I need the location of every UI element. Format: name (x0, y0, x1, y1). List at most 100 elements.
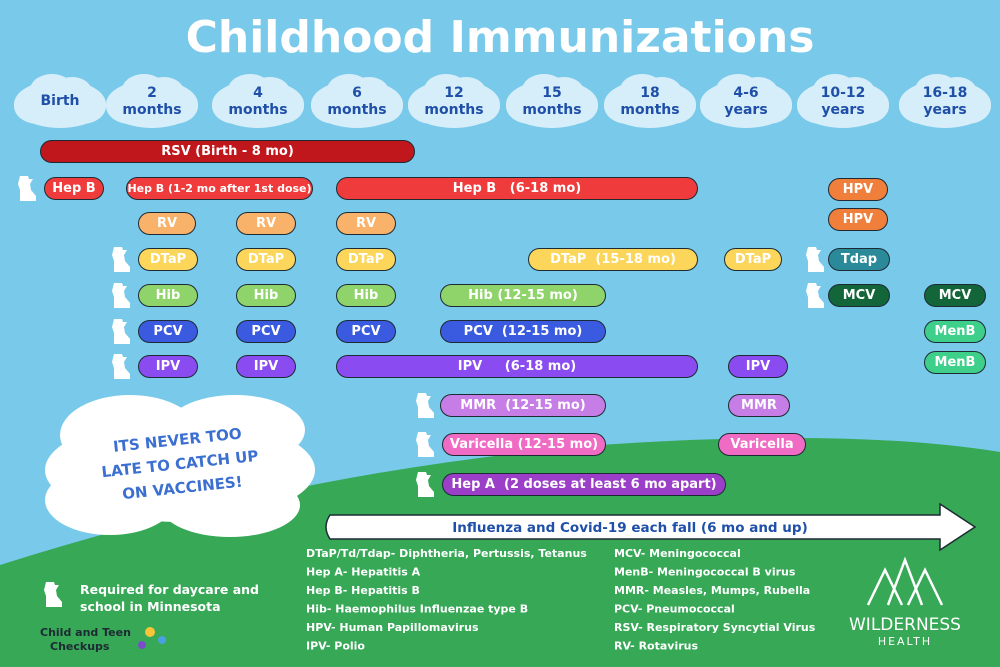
vaccine-pill: DTaP (15-18 mo) (528, 248, 698, 271)
vaccine-pill: DTaP (336, 248, 396, 271)
legend-item: Hep A- Hepatitis A (306, 566, 421, 579)
vaccine-pill: DTaP (724, 248, 782, 271)
cloud-part (349, 77, 389, 107)
checkups-logo: Checkups (50, 640, 110, 653)
vaccine-pill: Hib (236, 284, 296, 307)
legend-item: MenB- Meningococcal B virus (614, 566, 796, 579)
age-label: 4-6 (733, 85, 758, 101)
cloud-part (937, 77, 977, 107)
vaccine-pill: IPV (728, 355, 788, 378)
age-label: 6 (352, 85, 362, 101)
vaccine-pill: Hep B (44, 177, 104, 200)
vaccine-pill: IPV (138, 355, 198, 378)
age-label: months (522, 102, 581, 118)
vaccine-pill: IPV (236, 355, 296, 378)
legend-item: RSV- Respiratory Syncytial Virus (614, 621, 816, 634)
wilderness-icon (866, 556, 944, 606)
hill (0, 437, 1000, 667)
required-note: Required for daycare and (80, 582, 259, 597)
vaccine-pill: Hep B (1-2 mo after 1st dose) (126, 177, 313, 200)
vaccine-pill: Varicella (12-15 mo) (442, 433, 606, 456)
vaccine-pill: HPV (828, 208, 888, 231)
checkups-logo: Child and Teen (40, 626, 131, 639)
cloud-part (544, 77, 584, 107)
banner-text: Influenza and Covid-19 each fall (6 mo a… (452, 520, 807, 536)
minnesota-icon (112, 283, 130, 308)
minnesota-icon (806, 283, 824, 308)
vaccine-pill: RV (138, 212, 196, 235)
checkups-icon (138, 627, 166, 649)
age-label: 16-18 (923, 85, 968, 101)
legend-item: IPV- Polio (306, 640, 365, 653)
vaccine-pill: MCV (828, 284, 890, 307)
age-label: 15 (542, 85, 561, 101)
vaccine-pill: Hib (12-15 mo) (440, 284, 606, 307)
cloud-part (835, 77, 875, 107)
wilderness-logo: HEALTH (878, 635, 932, 648)
cloud-part (446, 77, 486, 107)
legend-item: RV- Rotavirus (614, 640, 698, 653)
vaccine-pill: Hib (138, 284, 198, 307)
vaccine-pill: PCV (336, 320, 396, 343)
minnesota-icon (18, 176, 36, 201)
age-label: months (424, 102, 483, 118)
wilderness-logo: WILDERNESS (849, 615, 961, 635)
age-label: 18 (640, 85, 659, 101)
age-label: months (327, 102, 386, 118)
vaccine-pill: Tdap (828, 248, 890, 271)
minnesota-icon (112, 354, 130, 379)
banner-arrow (325, 502, 977, 552)
cloud-part (642, 77, 682, 107)
vaccine-pill: MenB (924, 351, 986, 374)
age-label: 2 (147, 85, 157, 101)
minnesota-icon (112, 247, 130, 272)
vaccine-pill: RSV (Birth - 8 mo) (40, 140, 415, 163)
minnesota-icon (806, 247, 824, 272)
vaccine-pill: MMR (12-15 mo) (440, 394, 606, 417)
minnesota-icon (112, 319, 130, 344)
vaccine-pill: DTaP (138, 248, 198, 271)
legend-item: PCV- Pneumococcal (614, 603, 735, 616)
cloud-part (738, 77, 778, 107)
cloud-part (52, 77, 92, 107)
legend-item: Hib- Haemophilus Influenzae type B (306, 603, 528, 616)
age-label: months (620, 102, 679, 118)
cloud-part (250, 77, 290, 107)
vaccine-pill: MenB (924, 320, 986, 343)
title: Childhood Immunizations (186, 12, 815, 63)
legend-item: HPV- Human Papillomavirus (306, 621, 479, 634)
vaccine-pill: MCV (924, 284, 986, 307)
legend-item: MMR- Measles, Mumps, Rubella (614, 584, 810, 597)
age-label: months (122, 102, 181, 118)
minnesota-icon (416, 472, 434, 497)
vaccine-pill: IPV (6-18 mo) (336, 355, 698, 378)
age-label: 4 (253, 85, 263, 101)
vaccine-pill: MMR (728, 394, 790, 417)
minnesota-icon (416, 393, 434, 418)
legend-item: DTaP/Td/Tdap- Diphtheria, Pertussis, Tet… (306, 547, 587, 560)
vaccine-pill: Hep B (6-18 mo) (336, 177, 698, 200)
vaccine-pill: PCV (138, 320, 198, 343)
age-label: years (923, 102, 966, 118)
legend-item: Hep B- Hepatitis B (306, 584, 420, 597)
age-label: Birth (40, 93, 79, 109)
callout-cloud (45, 395, 315, 537)
vaccine-pill: HPV (828, 178, 888, 201)
vaccine-pill: RV (336, 212, 396, 235)
age-label: years (724, 102, 767, 118)
age-cloud: Birth (14, 74, 106, 128)
legend-item: MCV- Meningococcal (614, 547, 741, 560)
cloud-part (144, 77, 184, 107)
age-label: 12 (444, 85, 463, 101)
vaccine-pill: PCV (12-15 mo) (440, 320, 606, 343)
